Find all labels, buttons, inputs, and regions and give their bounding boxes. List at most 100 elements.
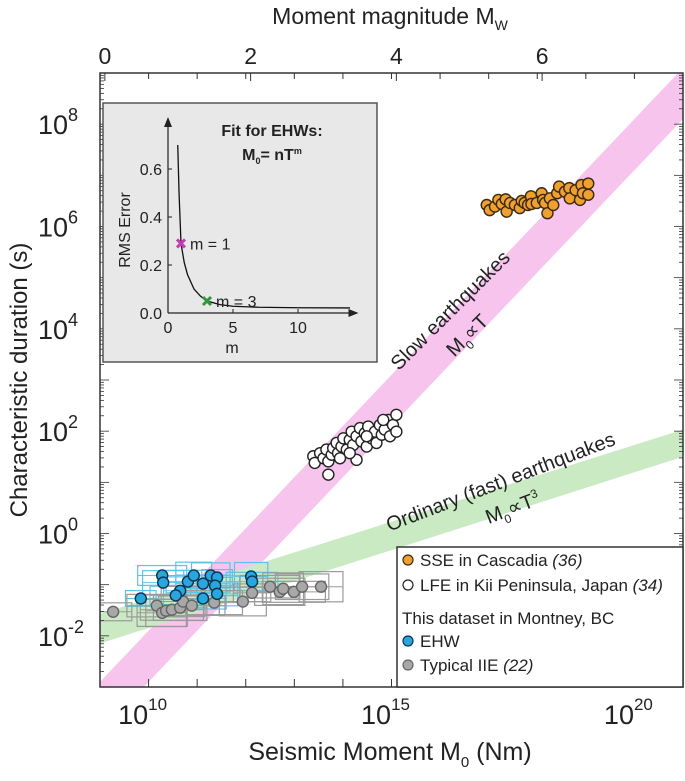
point-typical bbox=[245, 586, 259, 600]
y-tick-base: 10 bbox=[38, 213, 68, 243]
inset-x-arrow-icon bbox=[348, 309, 359, 317]
inset-chart: Fit for EHWs: M0= nTm RMS Error m 0 5 10 0.… bbox=[102, 102, 378, 363]
y-tick-exponent: 6 bbox=[68, 208, 78, 228]
x-axis-label: Seismic Moment M0 (Nm) bbox=[248, 738, 531, 771]
legend-item: LFE in Kii Peninsula, Japan (34) bbox=[420, 576, 663, 595]
x-tick-exponent: 15 bbox=[391, 695, 410, 714]
data-points bbox=[106, 177, 595, 620]
point-sse bbox=[582, 188, 595, 201]
top-tick-label: 2 bbox=[244, 43, 257, 69]
point-lfe bbox=[343, 446, 356, 460]
point-ehw bbox=[169, 589, 182, 602]
point-lfe bbox=[360, 430, 373, 443]
point-lfe bbox=[390, 408, 403, 421]
inset-x-label: m bbox=[225, 340, 238, 357]
inset-y-tick-label: 0.0 bbox=[140, 306, 162, 323]
y-tick-base: 10 bbox=[38, 315, 68, 345]
band-relation-ordinary: M0∝T3 bbox=[482, 486, 545, 533]
x-tick-base: 10 bbox=[118, 700, 148, 730]
point-ehw bbox=[187, 569, 200, 582]
inset-y-tick-label: 0.2 bbox=[140, 258, 162, 275]
legend-frame bbox=[396, 546, 684, 688]
x-tick-label: 1020 bbox=[604, 695, 653, 730]
y-tick-base: 10 bbox=[38, 417, 68, 447]
relation-main: M bbox=[483, 502, 506, 529]
y-tick-label: 106 bbox=[38, 208, 78, 243]
point-sse bbox=[547, 198, 560, 212]
point-typical bbox=[106, 605, 120, 618]
point-typical bbox=[276, 582, 290, 595]
point-typical bbox=[314, 580, 328, 593]
point-ehw bbox=[156, 576, 170, 589]
point-sse bbox=[541, 206, 554, 220]
point-lfe bbox=[390, 425, 403, 438]
point-sse bbox=[582, 177, 595, 190]
point-typical bbox=[236, 595, 250, 608]
x-tick-label: 1010 bbox=[118, 695, 167, 730]
point-lfe bbox=[322, 468, 335, 481]
legend-marker-icon bbox=[402, 579, 414, 591]
legend-item-label: LFE in Kii Peninsula, Japan bbox=[420, 576, 633, 595]
inset-formula: M0= nTm bbox=[242, 146, 302, 166]
legend-item: EHW bbox=[420, 632, 460, 651]
y-tick-exponent: 4 bbox=[68, 310, 78, 330]
top-tick-label: 4 bbox=[390, 43, 403, 69]
point-lfe bbox=[333, 452, 347, 465]
x-tick-exponent: 10 bbox=[148, 695, 167, 714]
legend-marker-icon bbox=[402, 659, 414, 671]
y-tick-label: 104 bbox=[38, 310, 78, 345]
y-tick-exponent: 8 bbox=[68, 105, 78, 125]
legend-marker-icon bbox=[402, 554, 414, 566]
inset-x-tick-label: 0 bbox=[164, 320, 173, 337]
x-tick-exponent: 20 bbox=[634, 695, 653, 714]
top-tick-label: 0 bbox=[98, 43, 111, 69]
y-tick-exponent: -2 bbox=[68, 617, 84, 637]
point-ehw bbox=[245, 575, 259, 588]
point-typical bbox=[295, 580, 309, 593]
legend-item-ref: (22) bbox=[503, 656, 533, 675]
legend-marker-icon bbox=[402, 635, 414, 647]
point-typical bbox=[185, 599, 199, 612]
x-tick-label: 1015 bbox=[361, 695, 410, 730]
relation-sub: 0 bbox=[502, 511, 514, 527]
y-tick-exponent: 0 bbox=[68, 515, 78, 535]
y-tick-exponent: 2 bbox=[68, 412, 78, 432]
y-tick-label: 108 bbox=[38, 105, 78, 140]
inset-axes: 0 5 10 0.0 0.2 0.4 0.6 m = 1 m = 3 bbox=[140, 117, 359, 337]
y-tick-label: 10-2 bbox=[38, 617, 84, 652]
point-lfe bbox=[377, 413, 390, 427]
inset-y-tick-label: 0.4 bbox=[140, 210, 162, 227]
inset-y-arrow-icon bbox=[164, 117, 172, 127]
legend-item-ref: (36) bbox=[552, 551, 582, 570]
inset-frame bbox=[102, 102, 378, 363]
point-ehw bbox=[210, 587, 224, 601]
point-ehw bbox=[196, 577, 210, 590]
point-ehw bbox=[196, 592, 210, 605]
legend: SSE in Cascadia (36) LFE in Kii Peninsula… bbox=[396, 546, 684, 688]
legend-item: Typical IIE (22) bbox=[420, 656, 533, 675]
legend-item-label: Typical IIE bbox=[420, 656, 503, 675]
y-tick-label: 102 bbox=[38, 412, 78, 447]
point-ehw bbox=[134, 592, 148, 605]
x-tick-base: 10 bbox=[361, 700, 391, 730]
inset-title: Fit for EHWs: bbox=[221, 123, 322, 140]
y-tick-base: 10 bbox=[38, 520, 68, 550]
x-tick-base: 10 bbox=[604, 700, 634, 730]
relation-exp: 3 bbox=[528, 486, 540, 502]
inset-marker-x-icon bbox=[201, 295, 213, 307]
legend-item: SSE in Cascadia (36) bbox=[420, 551, 583, 570]
inset-marker-label: m = 3 bbox=[216, 294, 257, 311]
point-typical bbox=[263, 580, 277, 593]
top-tick-label: 6 bbox=[536, 43, 549, 69]
inset-marker-x-icon bbox=[175, 238, 187, 249]
y-tick-base: 10 bbox=[38, 622, 68, 652]
legend-item-ref: (34) bbox=[633, 576, 663, 595]
inset-y-label: RMS Error bbox=[117, 192, 134, 268]
legend-heading: This dataset in Montney, BC bbox=[402, 609, 614, 628]
inset-x-tick-label: 5 bbox=[229, 320, 238, 337]
y-tick-label: 100 bbox=[38, 515, 78, 550]
legend-item-label: EHW bbox=[420, 632, 460, 651]
top-axis-label: Moment magnitude MW bbox=[272, 3, 508, 33]
band-slow bbox=[100, 73, 683, 687]
